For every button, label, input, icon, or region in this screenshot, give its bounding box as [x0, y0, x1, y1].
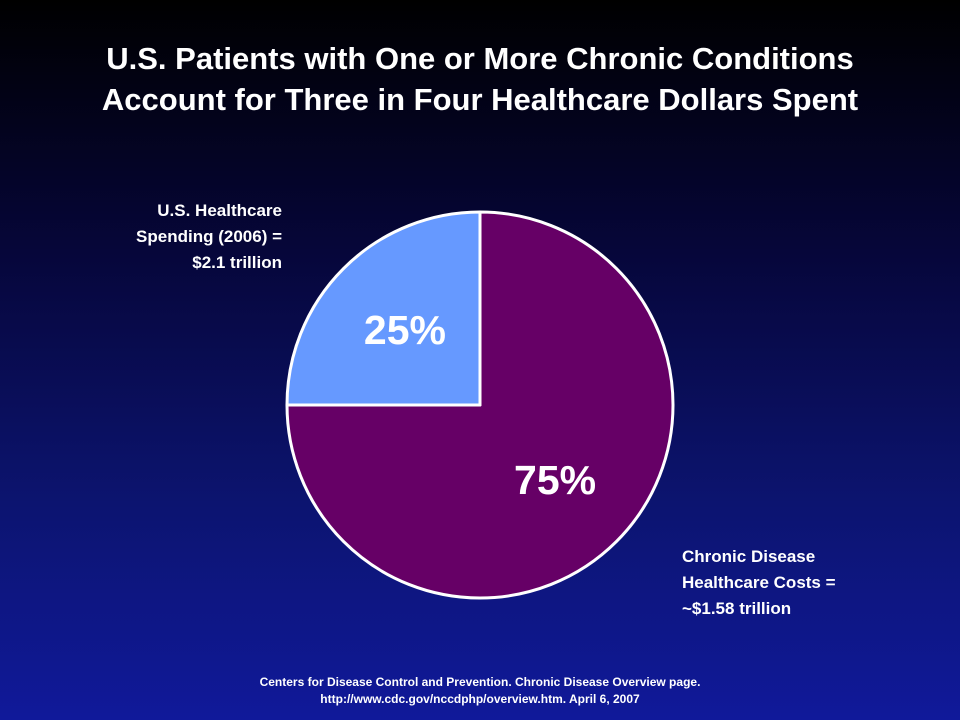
chart-title-line-2: Account for Three in Four Healthcare Dol… — [101, 82, 859, 117]
pie-slice-2 — [285, 210, 482, 407]
source-citation-line-1: Centers for Disease Control and Preventi… — [259, 675, 701, 689]
chart-title: U.S. Patients with One or More Chronic C… — [0, 38, 960, 120]
chronic-costs-label: Chronic Disease Healthcare Costs = ~$1.5… — [682, 544, 942, 622]
total-spending-label-line-2: Spending (2006) = — [136, 227, 282, 246]
chronic-costs-label-line-2: Healthcare Costs = — [682, 573, 836, 592]
chronic-costs-label-line-1: Chronic Disease — [682, 547, 816, 566]
pie-chart: 75% 25% — [285, 210, 675, 600]
chronic-costs-label-line-3: ~$1.58 trillion — [682, 599, 792, 618]
chart-title-line-1: U.S. Patients with One or More Chronic C… — [106, 41, 854, 76]
source-citation: Centers for Disease Control and Preventi… — [0, 674, 960, 708]
total-spending-label-line-3: $2.1 trillion — [192, 253, 282, 272]
source-citation-line-2: http://www.cdc.gov/nccdphp/overview.htm.… — [320, 692, 640, 706]
pie-slice-2-data-label: 25% — [364, 307, 446, 353]
total-spending-label-line-1: U.S. Healthcare — [157, 201, 282, 220]
pie-slice-1-data-label: 75% — [514, 457, 596, 503]
total-spending-label: U.S. Healthcare Spending (2006) = $2.1 t… — [80, 198, 282, 276]
pie-slice-1 — [285, 210, 675, 600]
